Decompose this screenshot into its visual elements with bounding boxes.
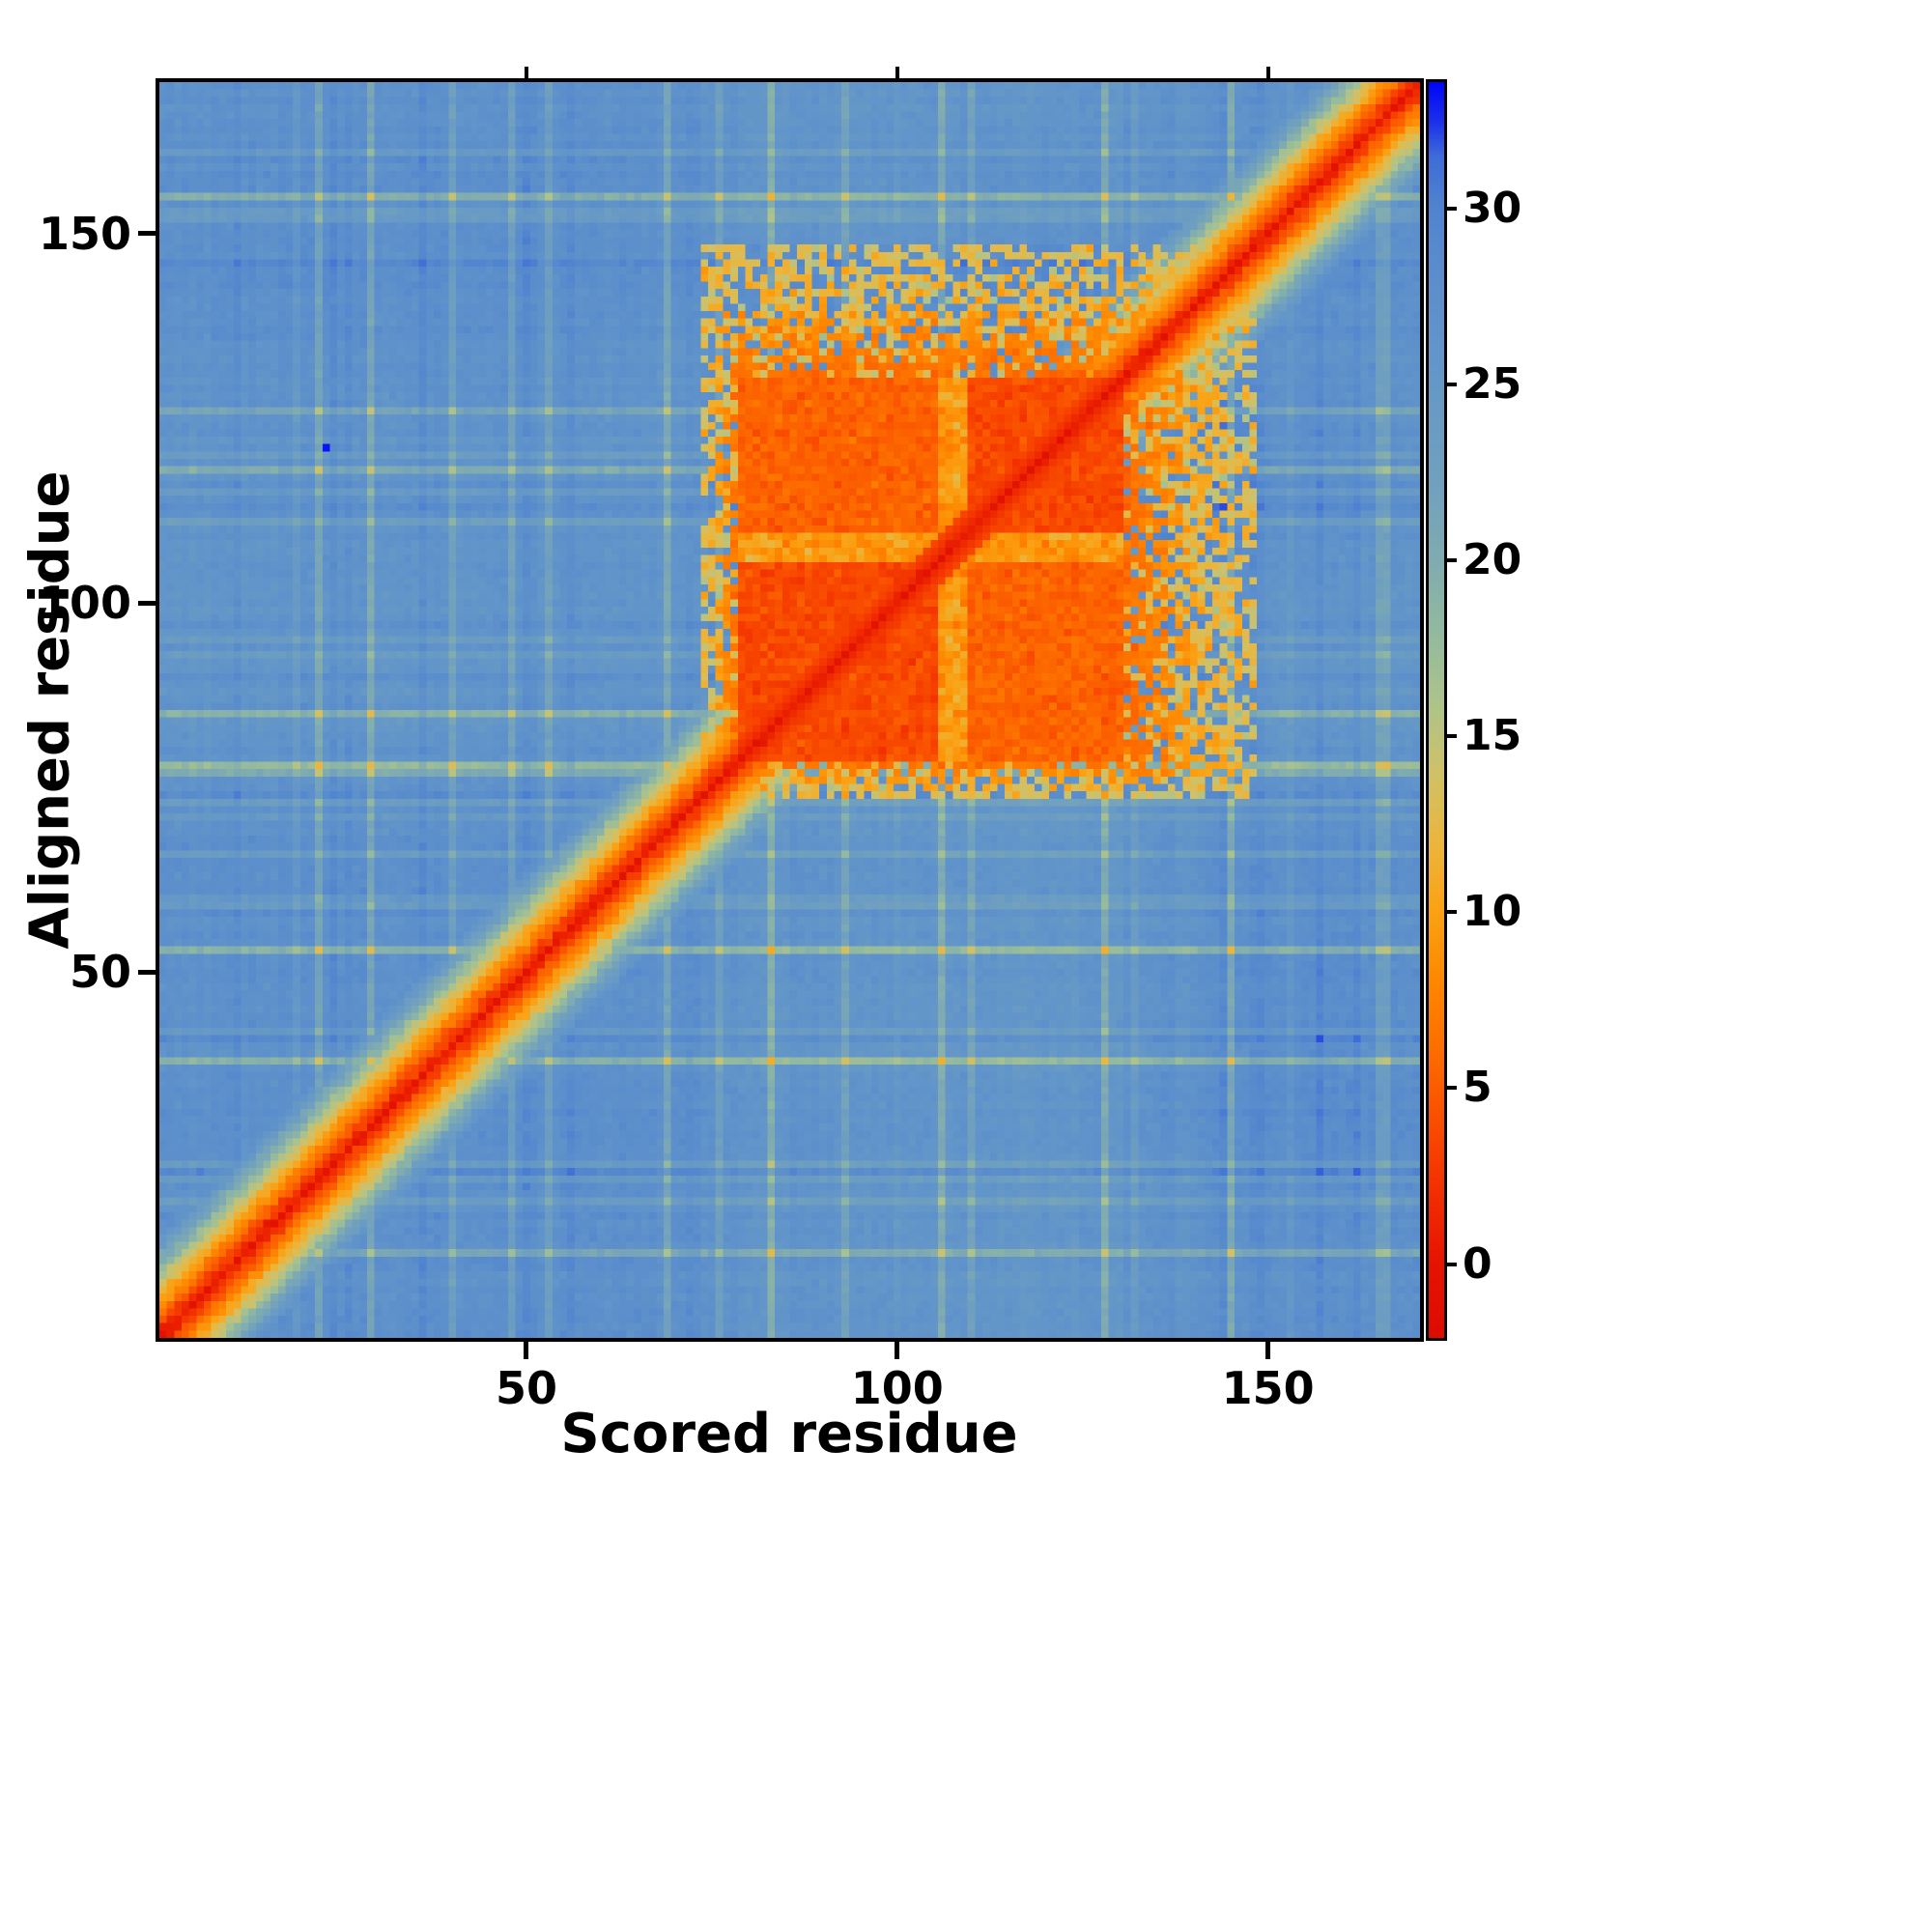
colorbar-frame [1426, 79, 1447, 1341]
y-tick-mark [138, 600, 156, 606]
colorbar-tick-label: 5 [1463, 1063, 1492, 1113]
x-tick-mark [895, 1342, 900, 1359]
colorbar-tick-mark [1447, 558, 1457, 563]
y-axis-label: Aligned residue [18, 470, 82, 950]
colorbar-tick-mark [1447, 1086, 1457, 1091]
x-tick-mark-top [895, 67, 899, 78]
x-tick-mark [1265, 1342, 1271, 1359]
colorbar-tick-mark [1447, 1262, 1457, 1266]
colorbar-tick-mark [1447, 910, 1457, 915]
colorbar-tick-label: 15 [1463, 711, 1522, 761]
x-axis-label: Scored residue [560, 1403, 1018, 1465]
colorbar-tick-label: 25 [1463, 359, 1522, 410]
x-tick-label: 100 [850, 1362, 944, 1414]
heatmap-plot-frame [156, 78, 1424, 1342]
x-tick-label: 150 [1221, 1362, 1315, 1414]
colorbar-canvas [1429, 82, 1444, 1338]
y-tick-label: 150 [38, 207, 131, 260]
y-tick-mark [138, 969, 156, 975]
colorbar-tick-label: 20 [1463, 535, 1522, 585]
y-tick-label: 50 [69, 946, 131, 999]
heatmap-canvas [159, 82, 1420, 1338]
colorbar-tick-mark [1447, 383, 1457, 387]
colorbar-tick-mark [1447, 207, 1457, 212]
x-tick-mark-top [524, 67, 528, 78]
y-tick-mark [138, 231, 156, 237]
colorbar-tick-label: 0 [1463, 1238, 1492, 1289]
colorbar-tick-mark [1447, 734, 1457, 739]
y-tick-label: 100 [38, 577, 131, 630]
x-tick-label: 50 [495, 1362, 557, 1414]
colorbar-tick-label: 10 [1463, 887, 1522, 937]
x-tick-mark-top [1265, 67, 1270, 78]
colorbar-tick-label: 30 [1463, 184, 1522, 234]
x-tick-mark [524, 1342, 529, 1359]
